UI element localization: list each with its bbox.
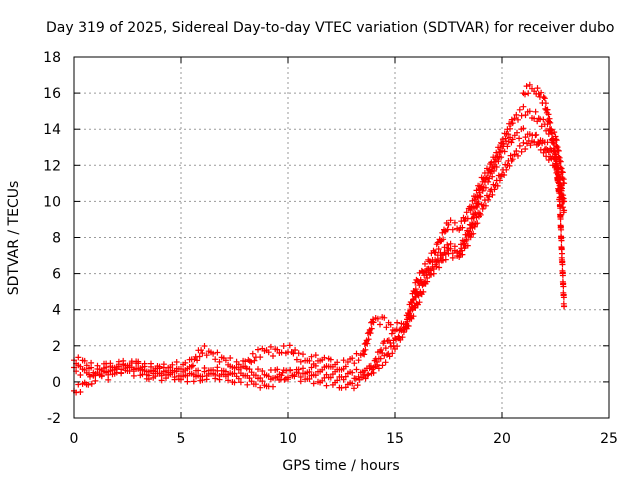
series-markers [520, 81, 568, 310]
y-tick-label: 4 [52, 303, 61, 319]
y-tick-label: 8 [52, 231, 61, 247]
x-tick-label: 25 [600, 431, 618, 447]
y-tick-label: 12 [43, 158, 61, 174]
y-axis-label: SDTVAR / TECUs [6, 181, 22, 296]
x-tick-label: 15 [386, 431, 404, 447]
series-layer [71, 81, 568, 396]
ticks [73, 56, 610, 419]
y-tick-label: 0 [52, 375, 61, 391]
x-tick-label: 20 [493, 431, 511, 447]
y-tick-label: 14 [43, 122, 61, 138]
y-tick-label: 2 [52, 339, 61, 355]
y-tick-label: 6 [52, 267, 61, 283]
series-trace-4 [520, 81, 568, 310]
series-trace-3 [71, 103, 568, 377]
x-tick-label: 5 [177, 431, 186, 447]
y-tick-label: 18 [43, 50, 61, 66]
y-tick-label: -2 [47, 411, 61, 427]
y-tick-labels: -2 0 2 4 6 8 10 12 14 16 18 [43, 50, 61, 427]
x-tick-labels: 0 5 10 15 20 25 [70, 431, 618, 447]
x-tick-label: 0 [70, 431, 79, 447]
chart-title: Day 319 of 2025, Sidereal Day-to-day VTE… [46, 20, 614, 36]
y-tick-label: 16 [43, 86, 61, 102]
x-axis-label: GPS time / hours [282, 458, 399, 474]
y-tick-label: 10 [43, 194, 61, 210]
series-markers [71, 103, 568, 377]
x-tick-label: 10 [279, 431, 297, 447]
